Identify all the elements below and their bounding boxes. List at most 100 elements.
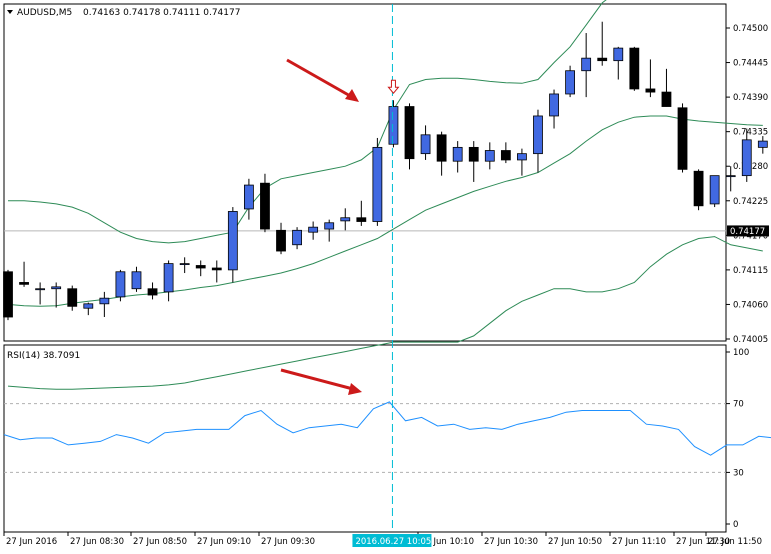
rsi-axis: 100 70 30 0 bbox=[726, 348, 749, 530]
time-tick-label: 27 Jun 10:50 bbox=[548, 537, 602, 547]
candle bbox=[452, 141, 463, 173]
candle bbox=[115, 269, 126, 302]
symbol-label: AUDUSD,M5 bbox=[17, 8, 72, 18]
candle bbox=[709, 175, 720, 208]
candle bbox=[693, 169, 704, 211]
candle-body bbox=[99, 297, 110, 305]
candle-body bbox=[35, 288, 46, 291]
time-tick-label: 27 Jun 2016 bbox=[6, 537, 57, 547]
time-tick-label: 27 Jun 09:10 bbox=[197, 537, 251, 547]
time-tick-label: 27 Jun 11:10 bbox=[612, 537, 666, 547]
candle-body bbox=[757, 140, 768, 148]
candle-body bbox=[227, 211, 238, 271]
candle bbox=[741, 128, 752, 182]
candle-body bbox=[308, 226, 319, 233]
candle-body bbox=[179, 263, 190, 266]
rsi-tick-label: 100 bbox=[733, 348, 749, 358]
candle bbox=[83, 302, 94, 316]
candle bbox=[211, 260, 222, 283]
price-tick-label: 0.74115 bbox=[733, 266, 768, 276]
time-tick-label: 27 Jun 08:50 bbox=[133, 537, 187, 547]
candle-body bbox=[597, 57, 608, 62]
candle bbox=[3, 269, 13, 321]
candle bbox=[67, 285, 78, 311]
triangle-down-icon[interactable] bbox=[7, 10, 13, 14]
candle bbox=[340, 208, 351, 231]
candle-body bbox=[549, 93, 559, 117]
rsi-header-label: RSI(14) 38.7091 bbox=[7, 351, 80, 361]
candle bbox=[436, 131, 447, 176]
candle-body bbox=[356, 217, 367, 222]
candle-body bbox=[741, 139, 752, 177]
candle bbox=[645, 59, 656, 98]
candle-body bbox=[147, 288, 158, 296]
price-tick-label: 0.74225 bbox=[733, 197, 768, 207]
candle bbox=[308, 221, 319, 240]
candle bbox=[195, 260, 206, 277]
candle-body bbox=[211, 267, 222, 271]
candle bbox=[260, 173, 270, 233]
candle bbox=[565, 65, 575, 98]
rsi-tick-label: 70 bbox=[733, 400, 744, 410]
down-arrow-shape bbox=[387, 79, 400, 95]
rsi-tick-label: 30 bbox=[733, 468, 744, 478]
annotation-arrow-rsi bbox=[280, 368, 362, 395]
candle bbox=[163, 260, 174, 302]
candle bbox=[725, 166, 736, 192]
candle-body bbox=[115, 271, 126, 298]
ohlc-label: 0.74163 0.74178 0.74111 0.74177 bbox=[83, 8, 240, 18]
candle bbox=[468, 141, 479, 182]
candle bbox=[661, 68, 672, 107]
crosshair-time-value: 2016.06.27 10:05 bbox=[355, 537, 431, 547]
candle-body bbox=[3, 271, 13, 318]
candle-body bbox=[404, 106, 415, 160]
candle bbox=[147, 282, 158, 300]
candle bbox=[388, 100, 399, 148]
candle bbox=[757, 136, 768, 154]
candle-body bbox=[131, 271, 142, 290]
candle-body bbox=[436, 134, 447, 162]
candle-body bbox=[420, 134, 431, 155]
candle-body bbox=[276, 229, 286, 252]
candle bbox=[404, 103, 415, 170]
candle-body bbox=[533, 115, 543, 155]
candle bbox=[131, 266, 142, 292]
bollinger-middle-band bbox=[7, 115, 763, 307]
candle-body bbox=[243, 184, 254, 210]
candle bbox=[179, 257, 190, 274]
candle-body bbox=[661, 91, 672, 107]
rsi-tick-label: 0 bbox=[733, 520, 738, 530]
candle-body bbox=[340, 217, 351, 222]
bollinger-lower-band bbox=[7, 236, 763, 390]
crosshair-time-tag bbox=[352, 534, 432, 547]
candle-body bbox=[484, 150, 495, 162]
rsi-line bbox=[3, 401, 771, 456]
price-tick-label: 0.74005 bbox=[733, 335, 768, 345]
candle bbox=[533, 109, 543, 173]
candle bbox=[677, 103, 688, 173]
candle-body bbox=[19, 282, 29, 285]
rsi-panel bbox=[3, 344, 727, 533]
price-tick-label: 0.74390 bbox=[733, 93, 768, 103]
candle bbox=[292, 227, 302, 250]
price-tick-label: 0.74445 bbox=[733, 59, 768, 69]
candle-body bbox=[67, 288, 78, 307]
candle bbox=[227, 207, 238, 283]
candle-body bbox=[645, 88, 656, 93]
candle bbox=[356, 200, 367, 226]
candle-body bbox=[613, 47, 624, 62]
candle-body bbox=[372, 146, 383, 222]
candle bbox=[597, 21, 608, 66]
candle-body bbox=[468, 146, 479, 162]
candle bbox=[484, 142, 495, 170]
candle-body bbox=[709, 175, 720, 205]
time-tick-label: 27 Jun 10:30 bbox=[484, 537, 538, 547]
current-price-value: 0.74177 bbox=[730, 227, 765, 237]
candle-body bbox=[388, 106, 399, 145]
time-tick-label: 27 Jun 11:50 bbox=[708, 537, 762, 547]
candle-body bbox=[677, 107, 688, 170]
candle bbox=[581, 33, 592, 98]
candle-body bbox=[517, 153, 527, 161]
candle-body bbox=[500, 150, 511, 161]
